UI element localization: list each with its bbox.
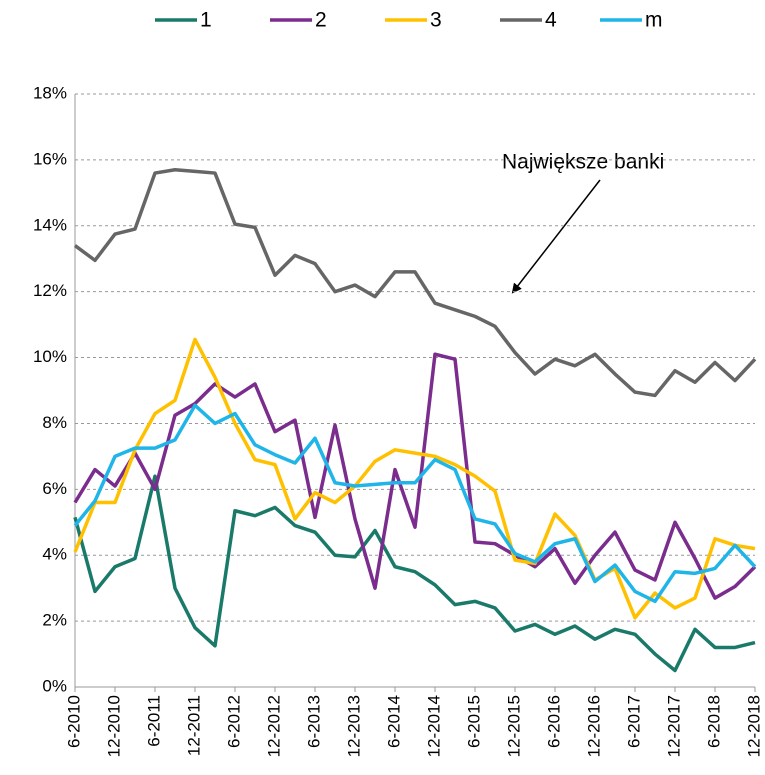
x-tick-label: 12-2013 — [344, 695, 363, 757]
x-tick-label: 6-2017 — [624, 695, 643, 748]
series-line — [73, 168, 757, 398]
series-line — [73, 403, 757, 604]
y-tick-label: 6% — [42, 479, 67, 498]
series-line — [73, 352, 757, 600]
x-tick-label: 6-2010 — [64, 695, 83, 748]
y-tick-label: 8% — [42, 413, 67, 432]
x-tick-label: 12-2010 — [104, 695, 123, 757]
legend-label: 1 — [200, 9, 212, 32]
y-tick-label: 14% — [33, 215, 67, 234]
y-tick-label: 16% — [33, 149, 67, 168]
y-tick-label: 10% — [33, 347, 67, 366]
legend-label: 4 — [545, 9, 557, 32]
y-tick-label: 18% — [33, 83, 67, 102]
legend-label: 2 — [315, 9, 327, 32]
annotation-arrow — [511, 179, 601, 294]
x-tick-label: 6-2018 — [704, 695, 723, 748]
legend-label: 3 — [430, 9, 442, 32]
x-tick-label: 6-2016 — [544, 695, 563, 748]
legend-label: m — [645, 9, 663, 32]
series-line — [73, 337, 756, 620]
x-tick-label: 6-2011 — [144, 695, 163, 747]
x-tick-label: 12-2017 — [664, 695, 683, 757]
x-tick-label: 12-2014 — [424, 695, 443, 757]
x-tick-label: 6-2013 — [304, 695, 323, 748]
x-tick-label: 12-2011 — [184, 695, 203, 756]
y-tick-label: 12% — [33, 281, 67, 300]
x-tick-label: 12-2016 — [584, 695, 603, 757]
x-tick-label: 12-2015 — [504, 695, 523, 757]
y-tick-label: 0% — [42, 676, 67, 695]
y-tick-label: 2% — [42, 611, 67, 630]
x-tick-label: 6-2015 — [464, 695, 483, 748]
x-tick-label: 6-2014 — [384, 695, 403, 748]
annotation: Największe banki — [502, 151, 664, 174]
y-tick-label: 4% — [42, 545, 67, 564]
x-tick-label: 12-2012 — [264, 695, 283, 757]
x-tick-label: 12-2018 — [744, 695, 763, 757]
series-line — [73, 474, 756, 673]
x-tick-label: 6-2012 — [224, 695, 243, 748]
